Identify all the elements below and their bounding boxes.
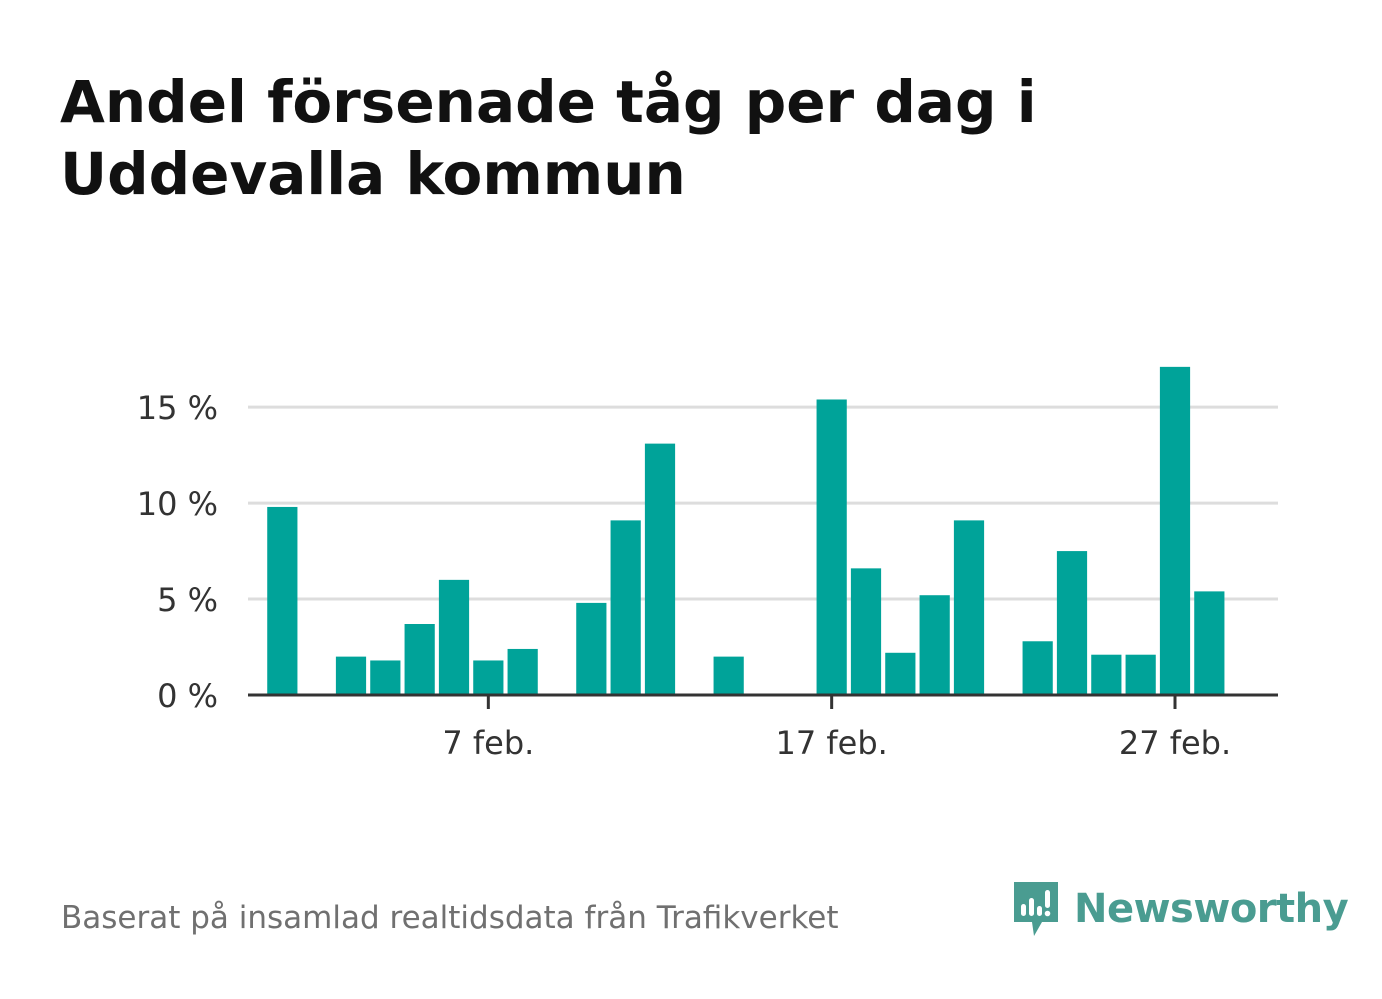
y-tick-label: 5 % [157,581,218,619]
bar [438,579,470,695]
axes: 0 % 5 % 10 % 15 % 7 feb. 17 feb. 27 feb. [137,389,1278,762]
bar [267,506,298,695]
bar [370,660,401,695]
gridlines [248,405,1278,601]
bar [644,443,676,695]
bar [473,660,504,695]
bar [850,568,882,695]
brand-name: Newsworthy [1074,886,1349,932]
bar [404,624,435,695]
chart-title: Andel försenade tåg per dag i Uddevalla … [60,68,1037,208]
x-tick-label: 7 feb. [442,724,534,762]
bar [816,399,847,695]
bar [885,652,916,695]
bar [1056,551,1088,695]
bar [713,656,744,695]
bar [507,648,538,695]
bar [1125,654,1156,695]
bar [1194,591,1225,695]
brand-logo: Newsworthy [1010,878,1349,940]
bar [1022,641,1053,695]
x-tick-label: 27 feb. [1119,724,1231,762]
bar [1159,366,1191,695]
source-note: Baserat på insamlad realtidsdata från Tr… [61,900,839,936]
newsworthy-logo-icon [1014,882,1058,936]
bar [335,656,367,695]
bar [610,520,641,695]
y-tick-label: 0 % [157,677,218,715]
y-tick-label: 15 % [137,389,218,427]
bar [953,520,985,695]
bar [1091,654,1122,695]
bars [267,366,1225,695]
bar [576,602,607,695]
x-tick-label: 17 feb. [776,724,888,762]
y-tick-label: 10 % [137,485,218,523]
bar [919,595,950,695]
